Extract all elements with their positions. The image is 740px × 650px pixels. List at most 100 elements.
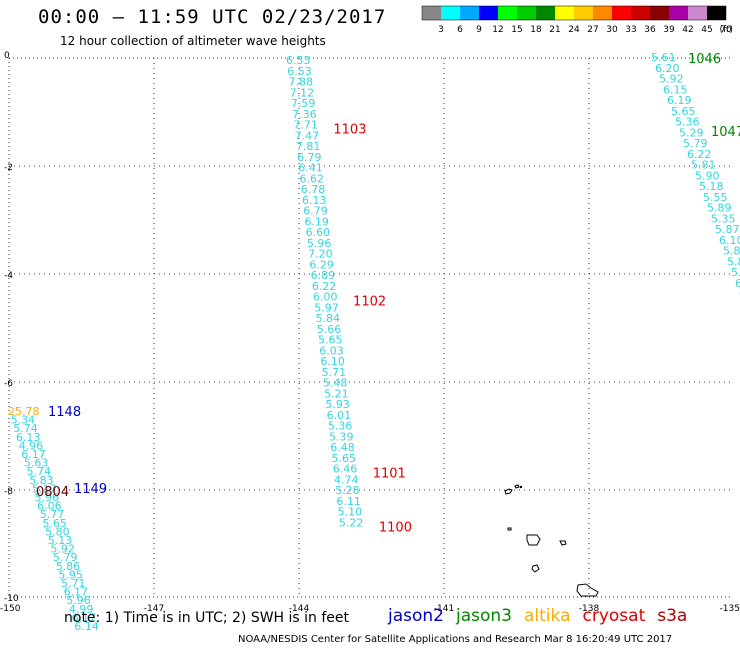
swh-value: 5.81	[691, 159, 716, 172]
legend-swatch	[555, 6, 574, 20]
swh-value: 5.34	[11, 414, 36, 427]
swh-value: 6.0	[735, 277, 740, 290]
swh-value: 6.11	[336, 495, 361, 508]
time-label: 1047	[711, 125, 740, 140]
swh-value: 7.36	[292, 108, 317, 121]
swh-value: 5.36	[675, 116, 700, 129]
legend-swatch	[422, 6, 441, 20]
island-outline	[514, 484, 520, 489]
swh-value: 5.29	[679, 126, 704, 139]
time-label: 0804	[36, 485, 69, 500]
swh-value: 5.96	[66, 594, 91, 607]
swh-value: 5.13	[48, 534, 73, 547]
island-outline	[559, 540, 567, 546]
legend-swatch	[460, 6, 479, 20]
swh-value: 6.20	[655, 62, 680, 75]
swh-value: 5.35	[711, 212, 736, 225]
satellite-name: jason2	[388, 606, 444, 626]
legend-label: 36	[644, 25, 656, 35]
legend-label: 24	[568, 25, 580, 35]
swh-value: 5.80	[45, 525, 70, 538]
swh-value: 5.61	[651, 51, 676, 64]
swh-value: 7.88	[288, 76, 313, 89]
swh-value: 6.10	[320, 355, 345, 368]
time-label: 1103	[333, 123, 366, 138]
swh-value: 5.22	[339, 516, 364, 529]
swh-value: 5.65	[332, 452, 357, 465]
swh-value: 6.06	[37, 500, 62, 513]
legend-label: 70	[720, 25, 732, 35]
swh-value: 5.83	[29, 474, 54, 487]
swh-value: 6.17	[21, 448, 46, 461]
x-tick-label: -150	[0, 604, 21, 614]
legend-swatch	[593, 6, 612, 20]
time-label: 1149	[74, 482, 107, 497]
credit-line: NOAA/NESDIS Center for Satellite Applica…	[238, 634, 673, 645]
time-label: 1102	[353, 295, 386, 310]
legend-label: 3	[438, 25, 444, 35]
legend-swatch	[707, 6, 726, 20]
swh-value: 5.89	[727, 255, 740, 268]
swh-value: 5.17	[32, 482, 56, 495]
swh-value: 6.78	[301, 183, 326, 196]
swh-value: 5.97	[314, 301, 339, 314]
time-label: 1046	[688, 52, 721, 67]
swh-value: 6.01	[327, 409, 352, 422]
swh-value: 5.77	[40, 508, 65, 521]
legend-swatch	[650, 6, 669, 20]
swh-value: 5.10	[338, 506, 363, 519]
swh-value: 6.22	[312, 280, 337, 293]
legend-label: 42	[682, 25, 693, 35]
map-subtitle: 12 hour collection of altimeter wave hei…	[60, 34, 326, 48]
map-title: 00:00 – 11:59 UTC 02/23/2017	[38, 6, 387, 28]
legend-swatch	[631, 6, 650, 20]
swh-value: 5.66	[317, 323, 342, 336]
swh-value: 7.12	[290, 86, 315, 99]
swh-value: 6.19	[304, 215, 329, 228]
legend-swatch	[688, 6, 707, 20]
swh-value: 6.17	[64, 586, 89, 599]
swh-value: 5.93	[325, 398, 350, 411]
swh-value: 5.89	[707, 202, 732, 215]
island-outline	[531, 564, 540, 573]
swh-value: 6.60	[306, 226, 331, 239]
swh-value: 5.71	[322, 366, 347, 379]
legend-frame	[421, 5, 727, 21]
legend-label: 30	[606, 25, 618, 35]
swh-value: 5.92	[50, 543, 75, 556]
swh-value: 5.18	[699, 180, 724, 193]
swh-value: 5.86	[56, 560, 80, 573]
swh-value: 4.99	[69, 603, 94, 616]
swh-value: 5.92	[659, 73, 684, 86]
swh-value: 7.81	[296, 140, 321, 153]
satellite-name: altika	[524, 606, 571, 626]
swh-value: 5.79	[683, 137, 708, 150]
island-dot	[519, 485, 523, 489]
swh-value: 7.59	[291, 97, 316, 110]
legend-label: 45	[701, 25, 712, 35]
swh-value: 6.79	[297, 151, 322, 164]
swh-value: 6.89	[311, 269, 336, 282]
legend-label: 18	[530, 25, 542, 35]
satellite-name: cryosat	[582, 606, 646, 626]
x-tick-label: -144	[289, 604, 310, 614]
legend-label: 21	[549, 25, 560, 35]
swh-value: 5.28	[335, 484, 360, 497]
swh-value: 6.17	[72, 611, 97, 624]
swh-value: 6.79	[303, 205, 328, 218]
swh-value: 6.46	[333, 463, 358, 476]
swh-value: 5.74	[13, 422, 38, 435]
swh-value: 7.71	[293, 119, 318, 132]
swh-value: 6.41	[298, 162, 323, 175]
swh-value: 5.63	[24, 457, 49, 470]
swh-value: 4.96	[19, 439, 43, 452]
legend-label: 12	[492, 25, 503, 35]
swh-value: 5.74	[27, 465, 52, 478]
y-tick-label: -4	[4, 271, 13, 281]
swh-value: 6.29	[309, 258, 334, 271]
island-outline	[576, 583, 599, 597]
x-tick-label: -147	[144, 604, 164, 614]
legend-swatch	[517, 6, 536, 20]
legend-swatch	[441, 6, 460, 20]
legend-label: 6	[457, 25, 463, 35]
